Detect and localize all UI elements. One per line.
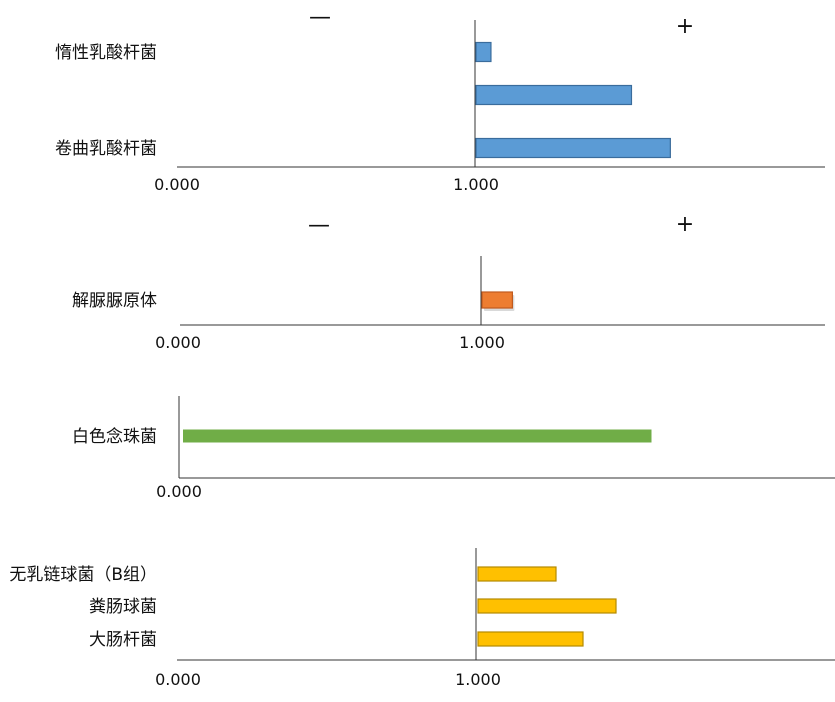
category-label: 粪肠球菌 bbox=[89, 597, 157, 617]
bar bbox=[183, 429, 652, 443]
category-label: 白色念珠菌 bbox=[72, 426, 157, 447]
x-tick-label: 1.000 bbox=[459, 333, 505, 352]
bar bbox=[475, 41, 492, 63]
x-tick-label: 1.000 bbox=[455, 670, 501, 689]
x-tick-label: 1.000 bbox=[453, 175, 499, 194]
plus-sign: + bbox=[676, 14, 694, 39]
x-tick-label: 0.000 bbox=[155, 333, 201, 352]
bar bbox=[477, 598, 617, 614]
bar bbox=[475, 137, 671, 159]
bar bbox=[477, 566, 557, 582]
category-label: 无乳链球菌（B组） bbox=[9, 565, 157, 585]
minus-sign: — bbox=[309, 5, 331, 30]
x-tick-label: 0.000 bbox=[154, 175, 200, 194]
bar bbox=[477, 631, 584, 647]
x-tick-label: 0.000 bbox=[156, 482, 202, 501]
category-label: 解脲脲原体 bbox=[72, 291, 157, 311]
x-tick-label: 0.000 bbox=[155, 670, 201, 689]
category-label: 卷曲乳酸杆菌 bbox=[55, 139, 157, 159]
plus-sign: + bbox=[676, 212, 694, 237]
minus-sign: — bbox=[308, 213, 330, 238]
bar bbox=[481, 291, 513, 309]
bar bbox=[475, 84, 633, 106]
category-label: 惰性乳酸杆菌 bbox=[55, 43, 157, 63]
category-label: 大肠杆菌 bbox=[89, 630, 157, 650]
